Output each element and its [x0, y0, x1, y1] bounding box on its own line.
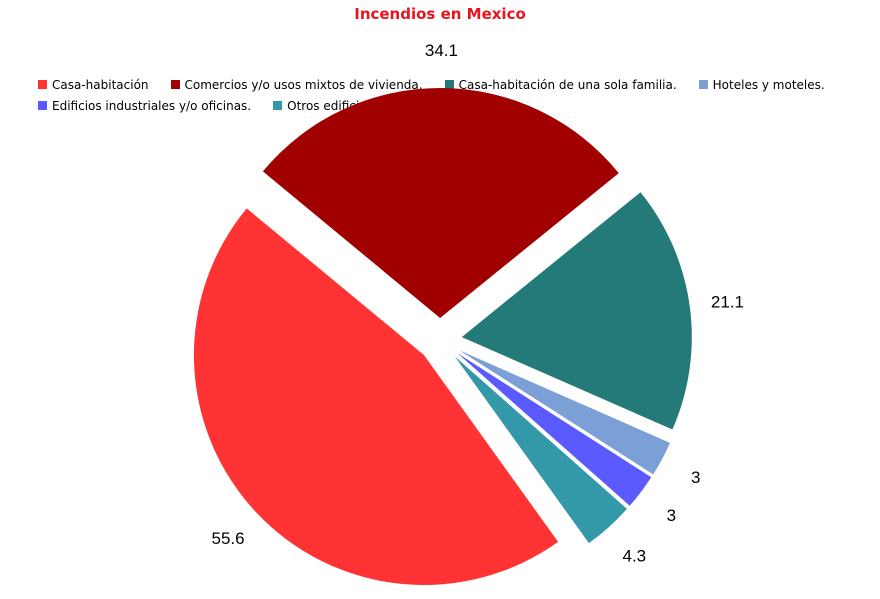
- slice-label-edificios-industriales: 3: [667, 506, 676, 525]
- legend-swatch: [698, 80, 708, 89]
- legend-label: Edificios industriales y/o oficinas.: [52, 98, 252, 113]
- pie-slice-casa-habitacion: [193, 208, 559, 586]
- pie-slice-casa-una-familia: [461, 192, 692, 430]
- slice-label-otros-edificios: 4.3: [623, 546, 647, 565]
- legend-swatch: [444, 80, 454, 89]
- legend-label: Casa-habitación de una sola familia.: [458, 77, 677, 92]
- legend-item-comercios: Comercios y/o usos mixtos de vivienda.: [170, 76, 423, 93]
- legend-item-casa-una-familia: Casa-habitación de una sola familia.: [444, 76, 677, 93]
- legend-label: Hoteles y moteles.: [712, 77, 825, 92]
- legend-swatch: [38, 80, 47, 89]
- pie-slice-comercios: [262, 88, 619, 319]
- legend-item-hoteles: Hoteles y moteles.: [698, 76, 825, 93]
- legend-label: Casa-habitación: [52, 77, 149, 92]
- legend-item-casa-habitacion: Casa-habitación: [38, 76, 149, 93]
- legend-swatch: [273, 101, 283, 110]
- slice-label-comercios: 34.1: [425, 41, 458, 60]
- legend-swatch: [170, 80, 180, 89]
- pie-slice-edificios-industriales: [457, 353, 652, 506]
- pie-slice-otros-edificios: [454, 356, 627, 544]
- pie-slice-hoteles: [459, 350, 671, 475]
- legend-label: Comercios y/o usos mixtos de vivienda.: [184, 77, 423, 92]
- legend-item-edificios-industriales: Edificios industriales y/o oficinas.: [38, 97, 251, 114]
- slice-label-hoteles: 3: [691, 468, 700, 487]
- slice-label-casa-habitacion: 55.6: [212, 529, 245, 548]
- legend-swatch: [38, 101, 47, 110]
- slice-label-casa-una-familia: 21.1: [711, 292, 744, 311]
- chart-title: Incendios en Mexico: [354, 5, 526, 23]
